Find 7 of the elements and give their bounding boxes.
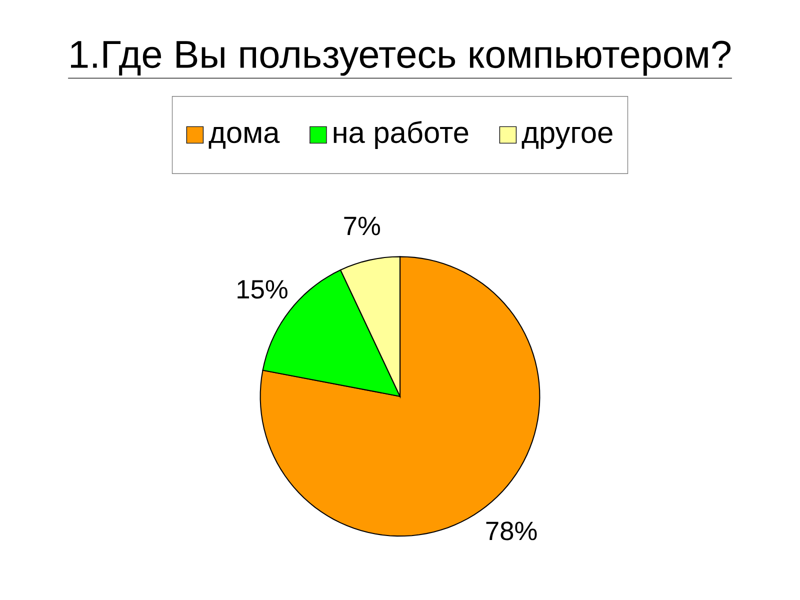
legend-label: на работе bbox=[334, 120, 468, 150]
data-label: 7% bbox=[344, 216, 380, 236]
data-label: 15% bbox=[238, 280, 288, 299]
data-label: 78% bbox=[486, 522, 537, 540]
legend-label: дома bbox=[208, 126, 280, 149]
chart-title: 1.Где Вы пользуетесь компьютером? bbox=[71, 40, 731, 76]
legend-label: другое bbox=[522, 126, 612, 150]
